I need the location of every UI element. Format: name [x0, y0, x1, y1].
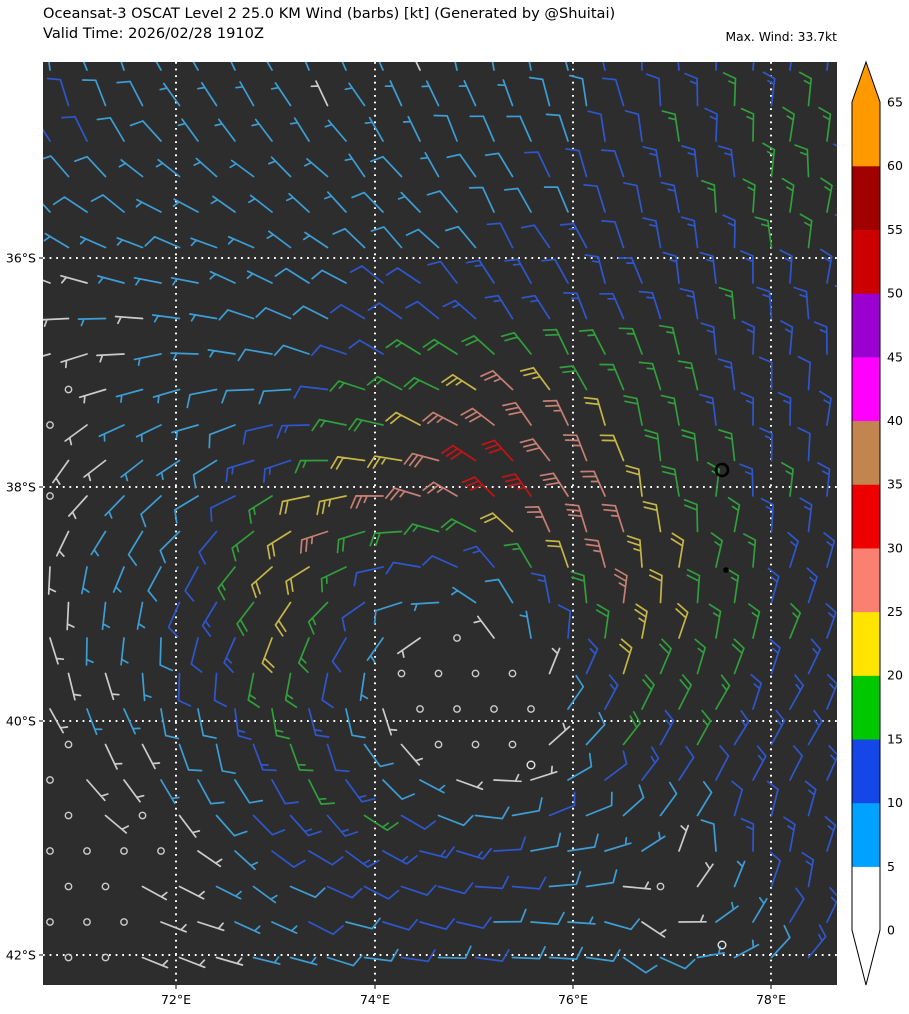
figure-title: Oceansat-3 OSCAT Level 2 25.0 KM Wind (b… — [43, 5, 616, 22]
calm-wind-circle — [64, 953, 73, 962]
colorbar-tick-label: 30 — [887, 540, 903, 555]
colorbar-segment — [852, 293, 880, 358]
valid-time-label: Valid Time: 2026/02/28 1910Z — [43, 25, 264, 42]
wind-barb-layer — [250, 366, 689, 675]
colorbar-tick-label: 25 — [887, 604, 903, 619]
calm-wind-circle — [508, 669, 517, 678]
calm-wind-circle — [453, 634, 461, 642]
calm-wind-circle — [46, 776, 54, 784]
colorbar-tick-label: 60 — [887, 158, 903, 173]
wind-barb-layer — [43, 62, 791, 974]
wind-barb-layer — [43, 62, 837, 963]
colorbar-segment — [852, 229, 880, 294]
calm-wind-circle — [64, 811, 73, 820]
colorbar-tick-label: 5 — [887, 859, 895, 874]
wind-barb-layer — [441, 439, 532, 497]
calm-wind-circle — [83, 918, 91, 926]
calm-wind-circle — [717, 940, 727, 950]
y-axis-tick-label: 42°S — [6, 948, 36, 963]
colorbar-tick-label: 10 — [887, 795, 903, 810]
y-axis-tick-label: 40°S — [6, 714, 36, 729]
calm-wind-circle — [64, 882, 73, 891]
calm-wind-circle — [416, 705, 424, 713]
colorbar-tick-label: 15 — [887, 731, 903, 746]
calm-wind-circle — [64, 385, 73, 394]
colorbar-over-arrow — [852, 62, 880, 102]
calm-wind-circle — [101, 953, 110, 962]
colorbar-tick-label: 65 — [887, 95, 903, 110]
calm-wind-circle — [46, 492, 54, 500]
wind-barb-layer — [217, 71, 833, 832]
x-axis-tick-label: 78°E — [756, 992, 786, 1007]
title-block: Oceansat-3 OSCAT Level 2 25.0 KM Wind (b… — [43, 4, 615, 44]
calm-wind-circle — [64, 740, 73, 749]
calm-wind-circle — [120, 847, 128, 855]
calm-wind-circle — [526, 760, 536, 770]
colorbar-tick-label: 50 — [887, 286, 903, 301]
calm-wind-circle — [157, 847, 165, 855]
calm-wind-circle — [46, 847, 54, 855]
colorbar-segment — [852, 866, 880, 931]
colorbar-tick-label: 45 — [887, 349, 903, 364]
colorbar-segment — [852, 547, 880, 613]
colorbar-under-arrow — [852, 930, 880, 985]
colorbar-outline — [851, 60, 881, 986]
colorbar-segment — [852, 675, 880, 740]
calm-wind-circle — [397, 669, 406, 678]
max-wind-label: Max. Wind: 33.7kt — [725, 30, 837, 44]
x-axis-tick-label: 76°E — [558, 992, 588, 1007]
storm-position-ring — [714, 462, 730, 478]
calm-wind-circle — [434, 740, 443, 749]
colorbar-segment — [852, 356, 880, 422]
calm-wind-circle — [471, 740, 480, 749]
storm-position-dot — [723, 567, 729, 573]
colorbar-tick-label: 20 — [887, 668, 903, 683]
colorbar-segment — [852, 802, 880, 867]
calm-wind-circle — [656, 882, 665, 891]
calm-wind-circle — [120, 918, 128, 926]
x-axis-tick-label: 74°E — [360, 992, 390, 1007]
wind-barb-layer — [299, 370, 628, 604]
calm-wind-circle — [434, 669, 443, 678]
colorbar-segment — [852, 484, 880, 549]
plot-background — [43, 62, 837, 985]
colorbar-tick-label: 0 — [887, 923, 895, 938]
calm-wind-circle — [138, 811, 147, 820]
colorbar-segment — [852, 738, 880, 804]
colorbar-tick-label: 35 — [887, 477, 903, 492]
colorbar-segment — [852, 102, 880, 167]
colorbar-segment — [852, 165, 880, 230]
calm-wind-circle — [508, 740, 517, 749]
calm-wind-circle — [83, 847, 91, 855]
colorbar-segment — [852, 611, 880, 676]
x-axis-tick-label: 72°E — [161, 992, 191, 1007]
calm-wind-circle — [101, 882, 110, 891]
y-axis-tick-label: 36°S — [6, 251, 36, 266]
calm-wind-circle — [471, 669, 480, 678]
colorbar-tick-label: 55 — [887, 222, 903, 237]
calm-wind-circle — [527, 705, 535, 713]
calm-wind-circle — [46, 421, 54, 429]
calm-wind-circle — [46, 918, 54, 926]
colorbar-segment — [852, 420, 880, 485]
colorbar-tick-label: 40 — [887, 413, 903, 428]
wind-barb-layer — [43, 62, 714, 969]
calm-wind-circle — [490, 705, 498, 713]
y-axis-tick-label: 38°S — [6, 480, 36, 495]
calm-wind-circle — [453, 705, 461, 713]
